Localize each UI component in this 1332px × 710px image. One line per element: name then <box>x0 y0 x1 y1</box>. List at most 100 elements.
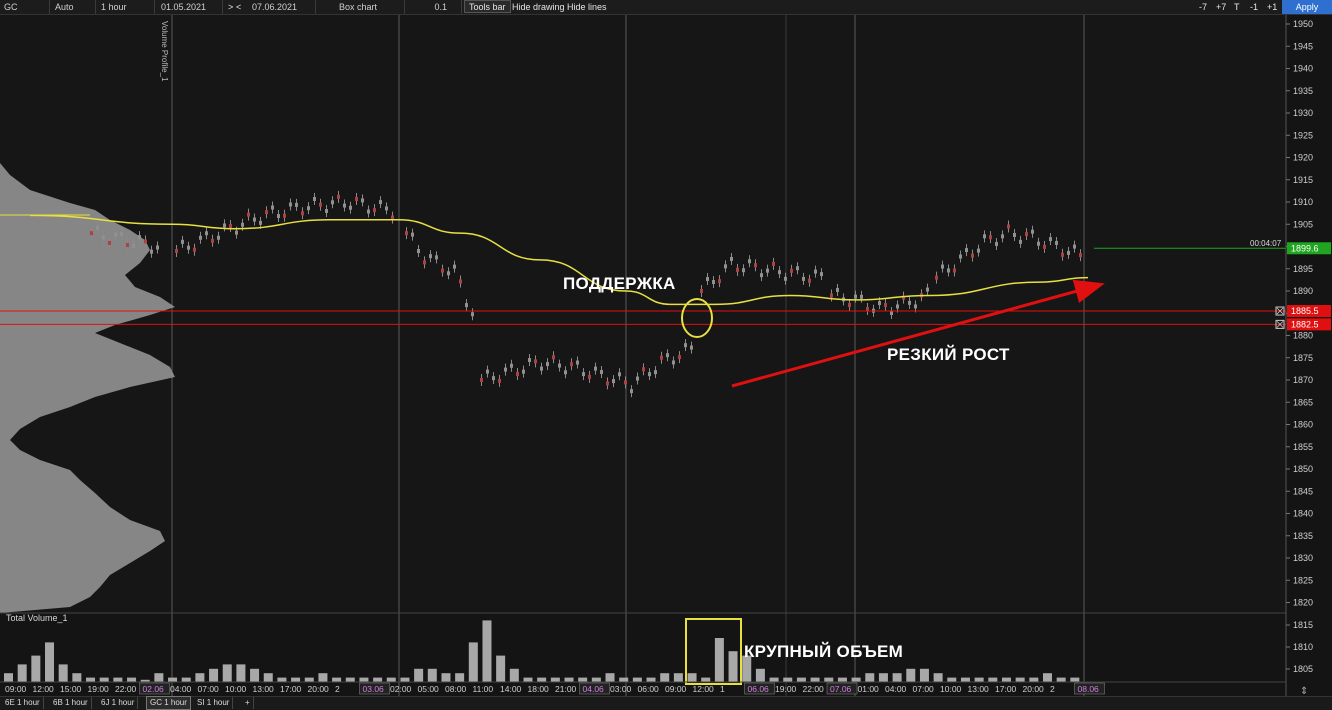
candle-body <box>510 363 513 368</box>
volume-bar <box>263 673 273 682</box>
candle-body <box>989 235 992 240</box>
volume-bar <box>250 668 260 682</box>
candle-body <box>343 203 346 208</box>
volume-bar <box>837 677 847 682</box>
add-tab-button[interactable]: + <box>242 697 254 709</box>
candle-body <box>796 266 799 271</box>
candle-body <box>712 280 715 285</box>
candle-body <box>784 276 787 281</box>
chart-type-select[interactable]: Box chart <box>335 0 405 14</box>
time-axis-label: 14:00 <box>500 684 522 694</box>
candle-body <box>447 271 450 276</box>
time-axis-label: 21:00 <box>555 684 577 694</box>
support-circle <box>681 298 713 338</box>
time-axis-label: 05:00 <box>418 684 440 694</box>
scale-select[interactable]: Auto <box>51 0 96 14</box>
candle-body <box>453 264 456 269</box>
scroll-handle-icon[interactable]: ⇕ <box>1300 686 1308 696</box>
candle-body <box>150 249 153 254</box>
time-axis-label: 22:00 <box>803 684 825 694</box>
candle-body <box>102 235 105 240</box>
hide-drawing-button[interactable]: Hide drawing <box>512 2 565 12</box>
t-button[interactable]: T <box>1234 2 1240 12</box>
apply-button[interactable]: Apply <box>1282 0 1332 14</box>
minus1-button[interactable]: -1 <box>1250 2 1259 12</box>
interval-select[interactable]: 1 hour <box>97 0 155 14</box>
nav-back-button[interactable]: < <box>236 2 242 12</box>
nav-forward-button[interactable]: > <box>228 2 234 12</box>
candle-body <box>498 378 501 383</box>
candle-body <box>367 209 370 214</box>
chart-tab[interactable]: SI 1 hour <box>194 697 234 709</box>
candle-body <box>459 279 462 284</box>
candle-body <box>926 287 929 292</box>
tick-size-field[interactable]: 0.1 <box>406 0 462 14</box>
volume-bar <box>1056 677 1066 682</box>
chart-tab[interactable]: 6B 1 hour <box>50 697 92 709</box>
price-tick-label: 1905 <box>1293 219 1313 229</box>
price-tick-label: 1830 <box>1293 553 1313 563</box>
tools-bar-button[interactable]: Tools bar <box>464 0 511 13</box>
candle-body <box>718 279 721 284</box>
volume-bar <box>373 677 383 682</box>
date-from-field[interactable]: 01.05.2021 <box>157 0 223 14</box>
time-axis-label: 2 <box>1050 684 1055 694</box>
time-axis-label: 04:00 <box>885 684 907 694</box>
plus7-button[interactable]: +7 <box>1216 2 1227 12</box>
candle-body <box>582 372 585 377</box>
volume-bar <box>960 677 970 682</box>
date-to-field[interactable]: 07.06.2021 <box>246 0 316 14</box>
volume-bar <box>1029 677 1039 682</box>
volume-tick-label: 1805 <box>1293 664 1313 674</box>
time-axis-label: 19:00 <box>775 684 797 694</box>
volume-bar <box>919 668 929 682</box>
remove-level-icon[interactable] <box>1275 319 1285 329</box>
candle-body <box>411 232 414 237</box>
large-volume-annotation: КРУПНЫЙ ОБЪЕМ <box>744 642 904 661</box>
price-tick-label: 1930 <box>1293 108 1313 118</box>
candle-body <box>971 253 974 258</box>
price-tick-label: 1940 <box>1293 64 1313 74</box>
candle-body <box>642 367 645 372</box>
chart-tab[interactable]: 6E 1 hour <box>2 697 44 709</box>
candle-body <box>802 276 805 281</box>
remove-level-icon[interactable] <box>1275 306 1285 316</box>
candle-body <box>724 264 727 269</box>
candle-body <box>576 360 579 365</box>
candle-body <box>277 214 280 219</box>
chart-tab[interactable]: GC 1 hour <box>146 696 191 710</box>
minus7-button[interactable]: -7 <box>1199 2 1208 12</box>
volume-bar <box>687 673 697 682</box>
candle-body <box>217 235 220 240</box>
chart-tab[interactable]: 6J 1 hour <box>98 697 139 709</box>
price-tick-label: 1855 <box>1293 442 1313 452</box>
candle-body <box>995 242 998 247</box>
volume-bar <box>564 677 574 682</box>
symbol-select[interactable]: GC <box>0 0 50 14</box>
candle-body <box>379 200 382 205</box>
candle-body <box>295 202 298 207</box>
candle-body <box>1007 224 1010 229</box>
candle-body <box>405 231 408 236</box>
hide-lines-button[interactable]: Hide lines <box>567 2 607 12</box>
candle-body <box>570 362 573 367</box>
candle-body <box>941 264 944 269</box>
candle-body <box>1055 240 1058 245</box>
candle-body <box>754 263 757 268</box>
time-axis-label: 08:00 <box>445 684 467 694</box>
candle-body <box>730 256 733 261</box>
time-axis-label: 17:00 <box>995 684 1017 694</box>
candle-body <box>289 202 292 207</box>
volume-bar <box>578 677 588 682</box>
price-chart[interactable]: 1950 1945 1940 1935 1930 1925 1920 1915 1910 1905… <box>0 15 1332 696</box>
candle-body <box>522 369 525 374</box>
price-tick-label: 1920 <box>1293 153 1313 163</box>
candle-body <box>90 231 93 236</box>
plus1-button[interactable]: +1 <box>1267 2 1278 12</box>
time-axis-date-label: 02.06 <box>143 684 165 694</box>
toolbar: GC Auto 1 hour 01.05.2021 > < 07.06.2021… <box>0 0 1332 15</box>
candle-body <box>830 293 833 298</box>
volume-bar <box>933 673 943 682</box>
time-axis-label: 12:00 <box>693 684 715 694</box>
time-axis-label: 02:00 <box>390 684 412 694</box>
